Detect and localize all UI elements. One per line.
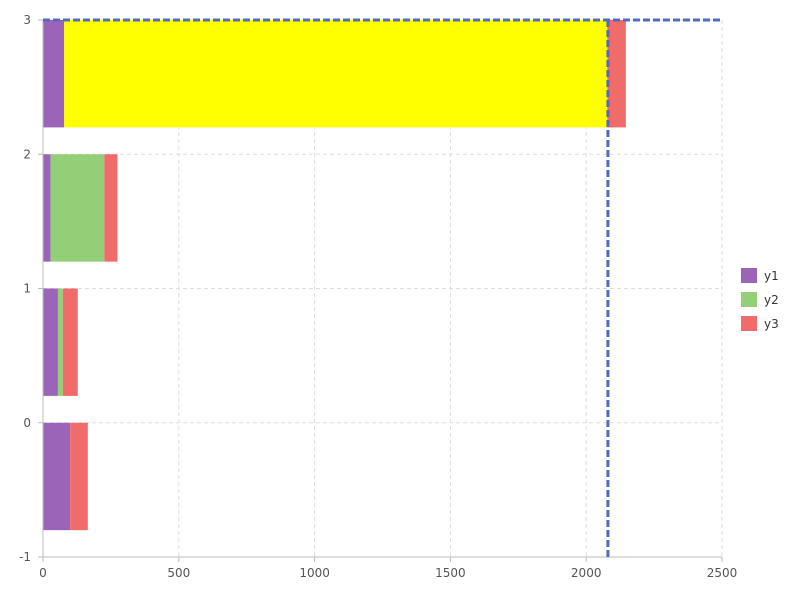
- legend: y1 y2 y3: [741, 268, 779, 331]
- bar-y3-cat-0: [70, 422, 88, 531]
- axes: 0 500 1000 1500 2000 2500 -1 0 1 2 3: [19, 13, 737, 580]
- bar-y2-cat-3: [64, 20, 608, 128]
- bar-y2-cat-2: [50, 154, 105, 262]
- x-tick-label-0: 0: [39, 566, 47, 580]
- y-tick-label-4: 3: [23, 13, 31, 27]
- bar-y3-cat-2: [104, 154, 118, 262]
- bar-y1-cat-2: [43, 154, 51, 262]
- legend-swatch-y3: [741, 316, 757, 331]
- bars: [43, 20, 626, 531]
- legend-label-y2: y2: [764, 293, 779, 307]
- y-tick-label-2: 1: [23, 282, 31, 296]
- reference-lines: [43, 18, 722, 558]
- x-tick-label-5: 2500: [707, 566, 738, 580]
- legend-swatch-y1: [741, 268, 757, 283]
- legend-label-y3: y3: [764, 317, 779, 331]
- bar-y3-cat-3: [607, 20, 626, 128]
- bar-y1-cat-1: [43, 288, 58, 396]
- y-tick-label-0: -1: [19, 550, 31, 564]
- bar-y3-cat-1: [62, 288, 78, 396]
- y-tick-label-3: 2: [23, 147, 31, 161]
- y-tick-label-1: 0: [23, 416, 31, 430]
- x-tick-label-1: 500: [167, 566, 190, 580]
- x-tick-label-2: 1000: [299, 566, 330, 580]
- bar-y2-cat-1: [57, 288, 63, 396]
- legend-swatch-y2: [741, 292, 757, 307]
- bar-y1-cat-0: [43, 422, 71, 531]
- bar-y1-cat-3: [43, 20, 65, 128]
- x-tick-label-3: 1500: [435, 566, 466, 580]
- legend-label-y1: y1: [764, 269, 779, 283]
- x-tick-label-4: 2000: [571, 566, 602, 580]
